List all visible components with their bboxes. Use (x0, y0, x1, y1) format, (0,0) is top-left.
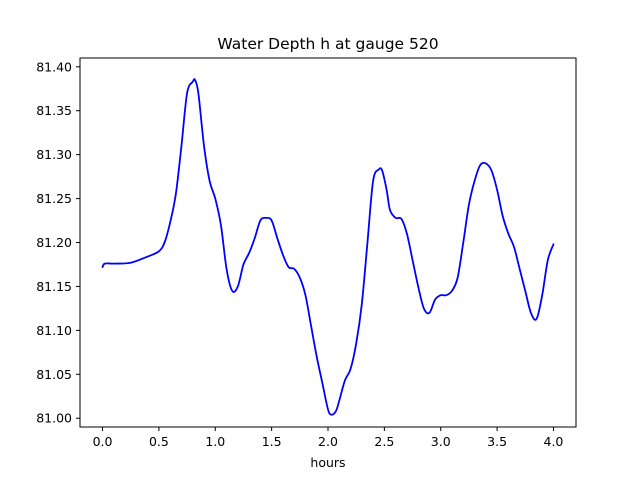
x-tick-label: 3.0 (431, 434, 451, 449)
x-tick-label: 0.5 (149, 434, 169, 449)
x-tick-label: 0.0 (93, 434, 113, 449)
y-tick-label: 81.35 (36, 103, 72, 118)
x-tick-label: 4.0 (544, 434, 564, 449)
plot-area (101, 78, 555, 416)
x-tick-label: 3.5 (487, 434, 507, 449)
x-tick-label: 1.5 (262, 434, 282, 449)
y-tick-label: 81.05 (36, 367, 72, 382)
x-tick-label: 1.0 (205, 434, 225, 449)
x-tick-label: 2.0 (318, 434, 338, 449)
y-tick-label: 81.40 (36, 59, 72, 74)
chart-title: Water Depth h at gauge 520 (217, 35, 438, 53)
x-tick-label: 2.5 (374, 434, 394, 449)
y-tick-label: 81.25 (36, 191, 72, 206)
y-tick-label: 81.30 (36, 147, 72, 162)
x-axis: 0.0 0.5 1.0 1.5 2.0 2.5 3.0 3.5 4.0 (93, 427, 564, 449)
y-tick-label: 81.10 (36, 323, 72, 338)
y-tick-label: 81.00 (36, 411, 72, 426)
x-axis-label: hours (310, 455, 345, 470)
y-axis: 81.00 81.05 81.10 81.15 81.20 81.25 81.30 81.35… (36, 59, 80, 426)
y-tick-label: 81.20 (36, 235, 72, 250)
y-tick-label: 81.15 (36, 279, 72, 294)
series-line-0 (101, 78, 555, 416)
